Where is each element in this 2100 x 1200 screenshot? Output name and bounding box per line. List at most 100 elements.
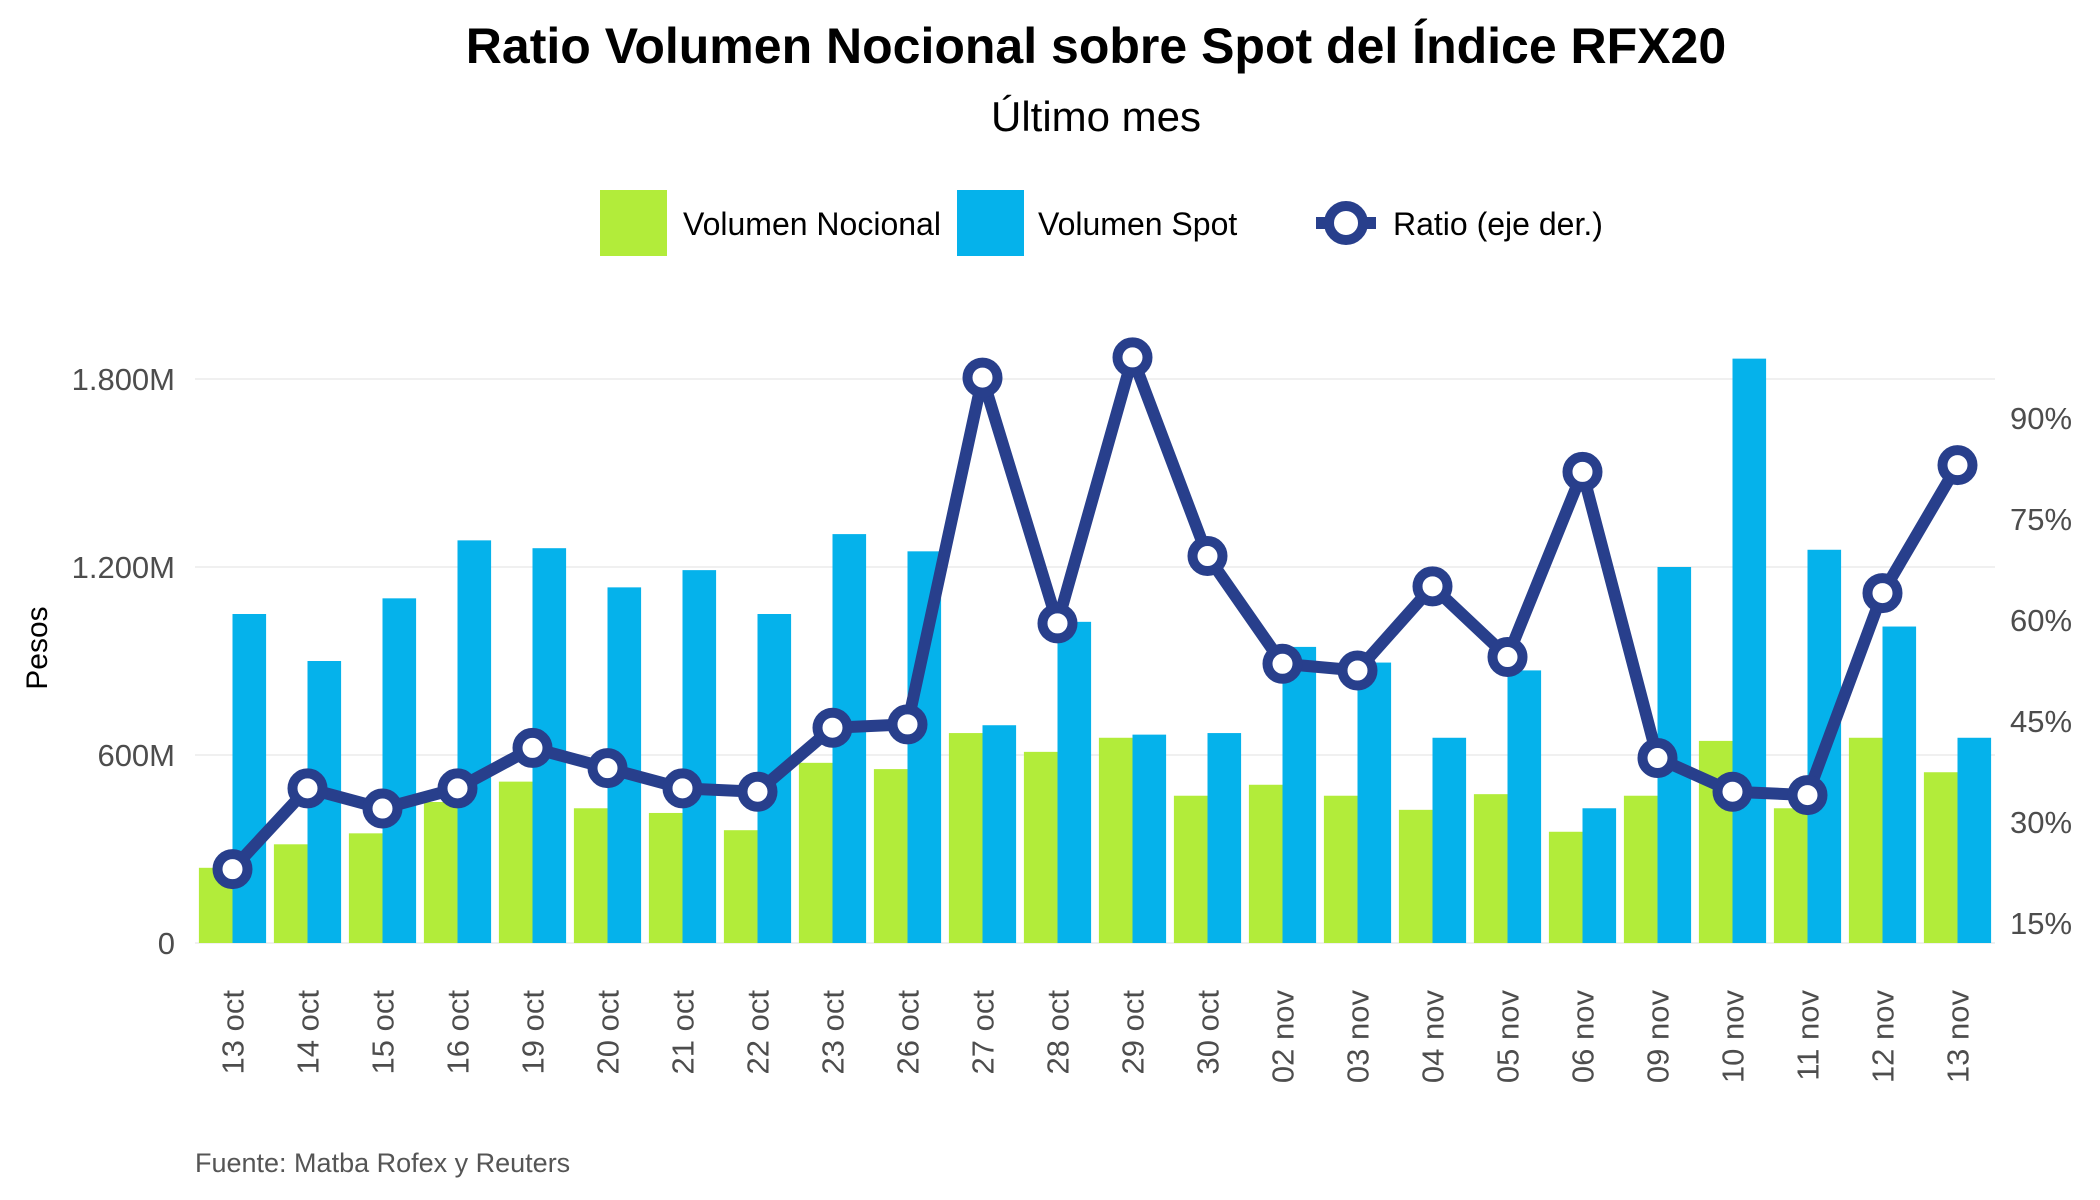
bar-volumen-spot xyxy=(1732,358,1767,944)
ratio-point xyxy=(212,849,253,890)
ratio-point xyxy=(887,704,928,745)
ratio-point xyxy=(737,771,778,812)
ratio-point xyxy=(437,768,478,809)
bar-volumen-nocional xyxy=(1323,795,1358,943)
ratio-point xyxy=(1262,643,1303,684)
ratio-point xyxy=(1337,650,1378,691)
legend-label-ratio: Ratio (eje der.) xyxy=(1393,206,1603,242)
ratio-line xyxy=(212,337,1978,890)
bar-volumen-nocional xyxy=(348,833,383,943)
bar-volumen-nocional xyxy=(948,733,983,943)
bar-volumen-spot xyxy=(1507,670,1542,943)
x-tick-label: 28 oct xyxy=(1041,990,1076,1075)
ratio-series-line xyxy=(226,351,1964,876)
x-tick-label: 13 nov xyxy=(1941,990,1976,1084)
x-tick-label: 03 nov xyxy=(1341,990,1376,1084)
ratio-point xyxy=(362,788,403,829)
legend-label-volumen-spot: Volumen Spot xyxy=(1038,206,1237,242)
ratio-point xyxy=(1112,337,1153,378)
x-tick-label: 29 oct xyxy=(1116,990,1151,1075)
ratio-point xyxy=(1637,738,1678,779)
x-tick-label: 04 nov xyxy=(1416,990,1451,1084)
bar-volumen-spot xyxy=(457,540,492,943)
bars xyxy=(198,358,1992,944)
bar-volumen-spot xyxy=(232,614,267,943)
ratio-point xyxy=(1037,603,1078,644)
bar-volumen-spot xyxy=(1132,734,1167,943)
x-tick-label: 15 oct xyxy=(366,990,401,1075)
ratio-point xyxy=(1787,775,1828,816)
ratio-point xyxy=(1562,451,1603,492)
left-axis: 0 600M 1.200M 1.800M xyxy=(72,362,175,961)
ratio-point xyxy=(1937,445,1978,486)
ratio-point xyxy=(1412,566,1453,607)
bar-volumen-spot xyxy=(1582,808,1617,943)
x-tick-label: 27 oct xyxy=(966,990,1001,1075)
bar-volumen-nocional xyxy=(648,812,683,943)
x-tick-label: 26 oct xyxy=(891,990,926,1075)
bar-volumen-nocional xyxy=(1923,772,1958,943)
bar-volumen-nocional xyxy=(1023,751,1058,943)
legend: Volumen Nocional Volumen Spot Ratio (eje… xyxy=(600,190,1603,256)
right-tick-label: 30% xyxy=(2010,805,2072,840)
x-tick-label: 20 oct xyxy=(591,990,626,1075)
bar-volumen-nocional xyxy=(1848,737,1883,943)
bar-volumen-nocional xyxy=(573,808,608,943)
y-axis-label: Pesos xyxy=(21,606,54,689)
legend-swatch-volumen-spot xyxy=(957,190,1024,256)
chart-subtitle: Último mes xyxy=(991,93,1201,140)
x-tick-label: 21 oct xyxy=(666,990,701,1075)
gridlines xyxy=(195,378,1995,944)
bar-volumen-nocional xyxy=(273,844,308,943)
x-tick-label: 19 oct xyxy=(516,990,551,1075)
ratio-point xyxy=(662,768,703,809)
legend-swatch-volumen-nocional xyxy=(600,190,667,256)
ratio-point xyxy=(812,707,853,748)
x-tick-label: 22 oct xyxy=(741,990,776,1075)
right-tick-label: 15% xyxy=(2010,906,2072,941)
bar-volumen-spot xyxy=(1057,621,1092,943)
x-tick-label: 10 nov xyxy=(1716,990,1751,1084)
bar-volumen-nocional xyxy=(798,762,833,943)
bar-volumen-nocional xyxy=(1473,794,1508,943)
bar-volumen-spot xyxy=(1207,733,1242,943)
right-tick-label: 90% xyxy=(2010,401,2072,436)
x-tick-label: 11 nov xyxy=(1791,990,1826,1081)
x-tick-label: 05 nov xyxy=(1491,990,1526,1084)
bar-volumen-spot xyxy=(1432,737,1467,943)
legend-marker-ratio xyxy=(1324,201,1368,245)
bar-volumen-nocional xyxy=(1173,795,1208,943)
right-tick-label: 45% xyxy=(2010,704,2072,739)
ratio-point xyxy=(1712,771,1753,812)
left-tick-label: 0 xyxy=(158,926,175,961)
ratio-point xyxy=(1187,536,1228,577)
bar-volumen-nocional xyxy=(1248,784,1283,943)
bar-volumen-nocional xyxy=(423,802,458,943)
ratio-point xyxy=(512,727,553,768)
x-tick-label: 30 oct xyxy=(1191,990,1226,1075)
ratio-point xyxy=(962,357,1003,398)
bar-volumen-nocional xyxy=(1098,737,1133,943)
left-tick-label: 1.200M xyxy=(72,550,175,585)
left-tick-label: 600M xyxy=(97,738,175,773)
x-tick-label: 14 oct xyxy=(291,990,326,1075)
bar-volumen-spot xyxy=(1957,737,1992,943)
x-axis: 13 oct 14 oct 15 oct 16 oct 19 oct 20 oct 21 o… xyxy=(216,990,1976,1084)
right-axis: 15% 30% 45% 60% 75% 90% xyxy=(2010,401,2072,941)
bar-volumen-spot xyxy=(682,570,717,943)
bar-volumen-nocional xyxy=(1398,809,1433,943)
bar-volumen-nocional xyxy=(1773,808,1808,943)
bar-volumen-nocional xyxy=(1548,831,1583,943)
bar-volumen-nocional xyxy=(1698,740,1733,943)
ratio-point xyxy=(1862,573,1903,614)
x-tick-label: 16 oct xyxy=(441,990,476,1075)
legend-label-volumen-nocional: Volumen Nocional xyxy=(683,206,941,242)
bar-volumen-spot xyxy=(382,598,417,943)
source-note: Fuente: Matba Rofex y Reuters xyxy=(195,1148,570,1178)
left-tick-label: 1.800M xyxy=(72,362,175,397)
bar-volumen-nocional xyxy=(1623,795,1658,943)
x-tick-label: 23 oct xyxy=(816,990,851,1075)
ratio-point xyxy=(587,748,628,789)
right-tick-label: 60% xyxy=(2010,603,2072,638)
